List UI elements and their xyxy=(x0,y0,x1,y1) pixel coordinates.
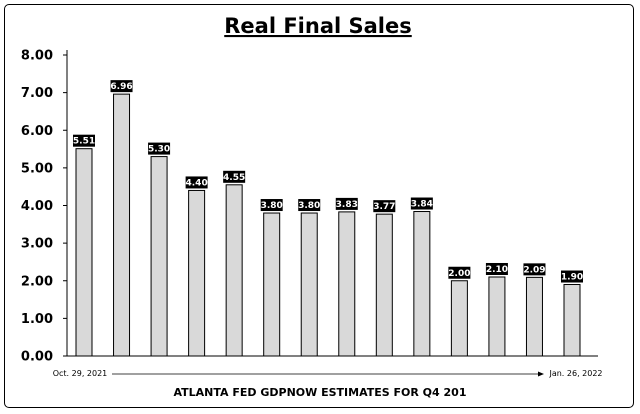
y-axis-ticks: 0.00 1.00 2.00 3.00 4.00 5.00 6.00 7.00 8.00 xyxy=(21,49,67,365)
bar xyxy=(563,284,581,357)
bar xyxy=(413,211,431,357)
y-tick-label: 0.00 xyxy=(21,350,53,365)
data-label-background xyxy=(185,176,208,189)
bar xyxy=(113,93,131,357)
data-label: 6.96 xyxy=(110,82,132,92)
data-label-background xyxy=(335,197,358,210)
data-label: 2.09 xyxy=(523,265,545,275)
data-label-background xyxy=(410,197,433,210)
data-label-background xyxy=(73,134,95,147)
chart-border xyxy=(4,4,634,408)
y-tick-label: 3.00 xyxy=(21,237,53,252)
bar xyxy=(75,148,93,357)
data-label: 3.84 xyxy=(411,200,433,210)
data-label-background xyxy=(448,266,471,279)
y-tick-label: 4.00 xyxy=(21,199,53,214)
data-label-background xyxy=(373,200,396,213)
end-date-label: Jan. 26, 2022 xyxy=(548,369,602,378)
data-label-background xyxy=(561,270,583,283)
bar xyxy=(300,212,318,357)
y-tick-label: 2.00 xyxy=(21,274,53,289)
data-label-background xyxy=(298,199,321,212)
data-label: 3.77 xyxy=(373,202,395,212)
data-label: 4.40 xyxy=(186,178,208,188)
data-label: 5.51 xyxy=(73,137,95,147)
data-label: 4.55 xyxy=(223,173,245,183)
data-label-background xyxy=(523,263,546,276)
data-label: 3.80 xyxy=(261,201,283,211)
data-label: 2.00 xyxy=(448,269,470,279)
data-label: 5.30 xyxy=(148,145,170,155)
data-label-background xyxy=(223,170,246,183)
data-label-background xyxy=(260,199,283,212)
y-tick-label: 5.00 xyxy=(21,161,53,176)
data-label: 2.10 xyxy=(486,265,508,275)
bar xyxy=(488,276,506,357)
bar-series xyxy=(75,93,581,357)
x-axis-caption: ATLANTA FED GDPNOW ESTIMATES FOR Q4 201 xyxy=(174,386,467,399)
chart-title: Real Final Sales xyxy=(224,14,412,38)
data-labels: 5.51 6.96 5.30 4.40 4.55 3.80 3.80 3.83 3.77 3.84… xyxy=(73,80,583,283)
start-date-label: Oct. 29, 2021 xyxy=(53,369,108,378)
bar xyxy=(150,156,168,357)
bar xyxy=(338,211,356,357)
bar xyxy=(375,213,393,357)
bar xyxy=(188,189,206,357)
y-tick-label: 7.00 xyxy=(21,86,53,101)
y-tick-label: 6.00 xyxy=(21,124,53,139)
timeline-arrow-head xyxy=(538,371,544,377)
data-label: 3.80 xyxy=(298,201,320,211)
bar xyxy=(225,184,243,357)
bar xyxy=(263,212,281,357)
data-label: 1.90 xyxy=(561,273,583,283)
data-label-background xyxy=(110,80,133,93)
bar xyxy=(450,280,468,357)
data-label-background xyxy=(148,142,171,155)
y-tick-label: 8.00 xyxy=(21,49,53,64)
bar xyxy=(525,276,543,357)
data-label: 3.83 xyxy=(336,200,358,210)
y-tick-label: 1.00 xyxy=(21,312,53,327)
data-label-background xyxy=(485,262,508,275)
